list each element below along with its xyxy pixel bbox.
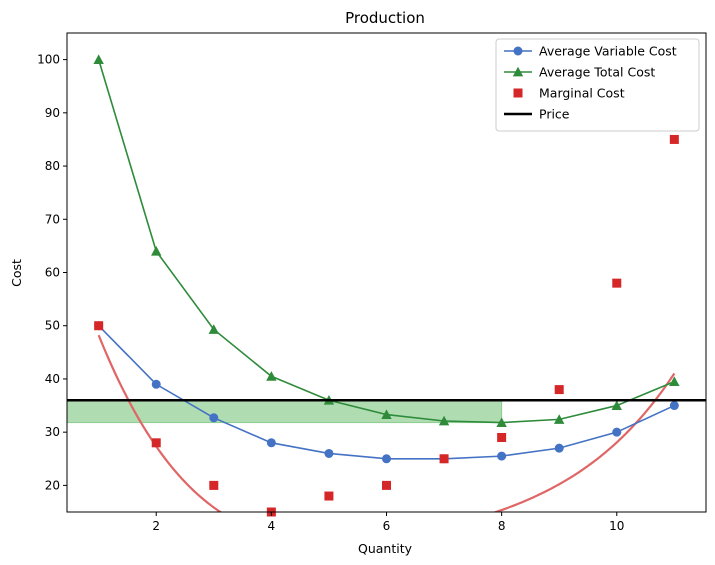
data-point bbox=[324, 491, 334, 501]
x-tick-label: 6 bbox=[383, 519, 391, 533]
y-tick-label: 90 bbox=[45, 106, 60, 120]
data-point bbox=[151, 379, 161, 389]
data-point bbox=[497, 451, 507, 461]
data-point bbox=[669, 401, 679, 411]
data-point bbox=[94, 321, 104, 331]
legend-label: Average Total Cost bbox=[539, 65, 655, 80]
legend-marker bbox=[513, 46, 523, 56]
data-point bbox=[669, 376, 680, 387]
data-point bbox=[209, 480, 219, 490]
x-tick-label: 8 bbox=[498, 519, 506, 533]
data-point bbox=[382, 480, 391, 490]
data-point bbox=[496, 417, 507, 428]
y-tick-label: 20 bbox=[45, 478, 60, 492]
data-point bbox=[266, 371, 277, 381]
x-ticks: 2 4 6 8 10 bbox=[152, 512, 624, 533]
y-tick-label: 60 bbox=[45, 266, 60, 280]
shaded-region bbox=[67, 399, 503, 424]
x-axis-label: Quantity bbox=[358, 541, 413, 556]
y-tick-label: 80 bbox=[45, 159, 60, 173]
data-point bbox=[554, 443, 564, 453]
data-point bbox=[151, 246, 162, 256]
series-1 bbox=[93, 54, 680, 428]
curve-layer bbox=[97, 334, 676, 512]
legend-label: Average Variable Cost bbox=[539, 44, 677, 59]
data-point bbox=[266, 438, 276, 448]
chart-title: Production bbox=[345, 9, 425, 27]
data-point bbox=[438, 415, 450, 426]
legend-label: Price bbox=[539, 107, 570, 122]
data-point bbox=[381, 409, 392, 420]
data-point bbox=[611, 400, 622, 410]
y-tick-label: 50 bbox=[45, 319, 60, 333]
y-tick-label: 100 bbox=[37, 53, 60, 67]
data-point bbox=[612, 427, 622, 437]
data-point bbox=[209, 413, 219, 423]
x-tick-label: 2 bbox=[152, 519, 160, 533]
data-point bbox=[151, 438, 161, 448]
y-axis-label: Cost bbox=[9, 259, 24, 287]
y-tick-label: 40 bbox=[45, 372, 60, 386]
data-point bbox=[93, 54, 104, 65]
x-tick-label: 4 bbox=[268, 519, 276, 533]
data-point bbox=[382, 454, 391, 464]
legend: Average Variable Cost Average Total Cost M… bbox=[495, 38, 700, 132]
data-point bbox=[324, 448, 334, 458]
legend-marker bbox=[513, 88, 523, 98]
shade-layer bbox=[67, 399, 503, 424]
data-point bbox=[497, 432, 507, 442]
y-tick-label: 30 bbox=[45, 425, 60, 439]
data-point bbox=[612, 278, 622, 288]
data-point bbox=[554, 385, 564, 395]
marginal-cost-curve bbox=[97, 334, 676, 512]
data-point bbox=[669, 134, 679, 144]
data-point bbox=[554, 414, 565, 424]
y-ticks: 20 30 40 50 60 70 80 90 100 bbox=[37, 53, 67, 492]
data-point bbox=[208, 324, 219, 334]
series-layer bbox=[67, 54, 706, 517]
legend-marker bbox=[512, 66, 524, 77]
x-tick-label: 10 bbox=[609, 519, 624, 533]
data-point bbox=[439, 454, 449, 464]
legend-label: Marginal Cost bbox=[539, 86, 625, 101]
y-tick-label: 70 bbox=[45, 212, 60, 226]
legend-box bbox=[495, 38, 700, 132]
